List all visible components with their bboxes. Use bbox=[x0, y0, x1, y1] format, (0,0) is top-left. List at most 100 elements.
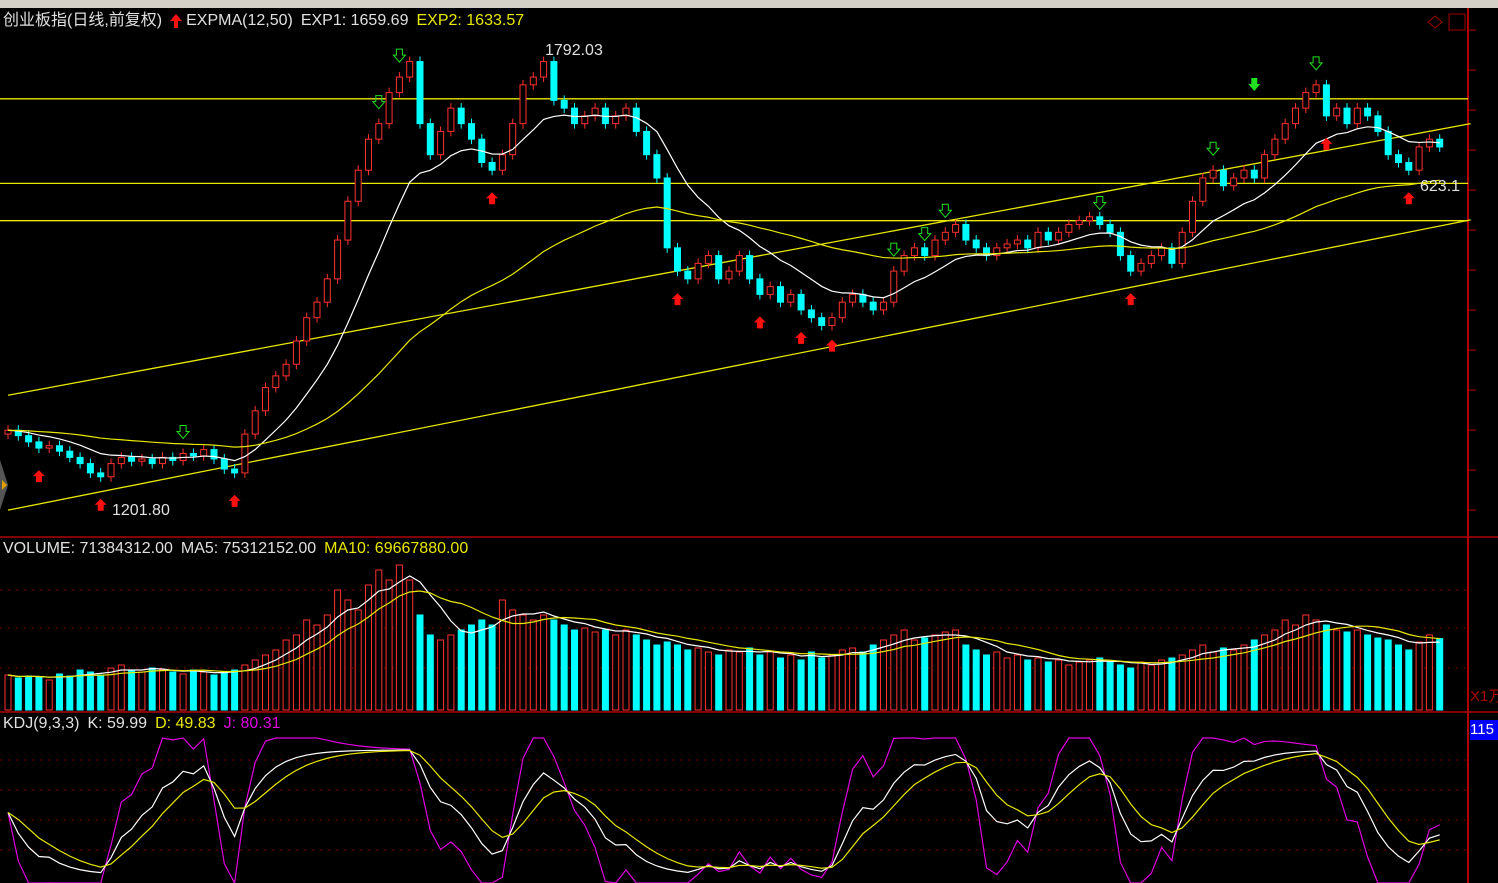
volume-bar bbox=[797, 659, 805, 711]
candle bbox=[189, 453, 197, 457]
volume-bar bbox=[890, 634, 898, 711]
candle bbox=[1106, 224, 1114, 233]
volume-bar bbox=[1240, 644, 1248, 711]
volume-bar bbox=[1312, 619, 1320, 711]
candle bbox=[117, 456, 125, 465]
volume-bar bbox=[457, 629, 465, 711]
candle bbox=[529, 76, 537, 86]
volume-bar bbox=[1302, 614, 1310, 711]
candle bbox=[849, 293, 857, 303]
volume-bar bbox=[97, 674, 105, 711]
candle bbox=[200, 449, 208, 457]
volume-bar bbox=[354, 609, 362, 711]
candle bbox=[581, 115, 589, 125]
volume-bar bbox=[643, 639, 651, 711]
volume-bar bbox=[560, 624, 568, 711]
candle bbox=[1044, 231, 1052, 241]
candle bbox=[1075, 220, 1083, 226]
buy-arrow-icon bbox=[1124, 293, 1137, 306]
volume-header: VOLUME: 71384312.00 MA5: 75312152.00 MA10:… bbox=[3, 540, 476, 558]
candle bbox=[1024, 239, 1032, 249]
volume-bar bbox=[972, 649, 980, 711]
candle bbox=[1168, 247, 1176, 264]
sell-arrow-icon bbox=[886, 242, 901, 257]
volume-bar bbox=[14, 677, 22, 711]
volume-bar bbox=[993, 651, 1001, 711]
candle bbox=[262, 387, 269, 412]
volume-bar bbox=[1116, 664, 1124, 711]
volume-bar bbox=[4, 674, 12, 711]
volume-bar bbox=[272, 649, 280, 711]
volume-bar bbox=[1395, 644, 1402, 711]
candle bbox=[1065, 224, 1073, 233]
candle bbox=[725, 270, 733, 280]
kdj-header: KDJ(9,3,3) K: 59.99 D: 49.83 J: 80.31 bbox=[3, 715, 289, 733]
volume-bar bbox=[66, 675, 74, 711]
candle bbox=[1055, 231, 1063, 241]
volume-bar bbox=[313, 624, 321, 711]
volume-bar bbox=[395, 564, 403, 711]
volume-bar bbox=[416, 614, 424, 711]
volume-bar bbox=[1044, 661, 1052, 711]
volume-bar bbox=[1147, 664, 1155, 711]
candle bbox=[1137, 262, 1145, 272]
candle bbox=[674, 247, 681, 272]
candle bbox=[1147, 255, 1155, 264]
volume-bar bbox=[1436, 638, 1444, 711]
candle bbox=[251, 410, 259, 435]
volume-bar bbox=[1384, 639, 1392, 711]
volume-bar bbox=[1137, 661, 1145, 711]
volume-bar bbox=[807, 651, 815, 711]
volume-bar bbox=[1013, 654, 1021, 711]
candle bbox=[76, 456, 84, 465]
volume-bar bbox=[601, 629, 609, 711]
candle bbox=[777, 286, 784, 303]
volume-bar bbox=[478, 619, 486, 711]
volume-bar bbox=[488, 624, 496, 711]
volume-bar bbox=[200, 671, 208, 711]
volume-bar bbox=[45, 679, 53, 711]
volume-bar bbox=[179, 673, 187, 711]
volume-bar bbox=[1096, 657, 1104, 711]
volume-bar bbox=[56, 673, 63, 711]
candle bbox=[910, 247, 918, 257]
candle bbox=[1199, 177, 1207, 202]
volume-bar bbox=[365, 584, 372, 711]
volume-bar bbox=[1415, 641, 1423, 711]
d-value: D: 49.83 bbox=[155, 715, 216, 732]
volume-bar bbox=[1055, 659, 1063, 711]
candle bbox=[25, 435, 33, 443]
volume-bar bbox=[509, 609, 517, 711]
volume-bar bbox=[1065, 664, 1073, 711]
volume-bar bbox=[1374, 637, 1382, 711]
kdj-j-line bbox=[7, 737, 1440, 883]
sell-arrow-icon bbox=[392, 48, 407, 63]
volume-bar bbox=[303, 619, 311, 711]
candle bbox=[1230, 177, 1238, 187]
candle bbox=[1034, 231, 1042, 249]
j-value: J: 80.31 bbox=[223, 715, 281, 732]
volume-bar bbox=[334, 589, 342, 711]
candle bbox=[323, 278, 331, 303]
candle bbox=[509, 123, 517, 156]
volume-bar bbox=[1003, 657, 1011, 711]
volume-bar bbox=[1168, 657, 1176, 711]
volume-bar bbox=[437, 639, 445, 711]
candle bbox=[1292, 107, 1299, 125]
candle bbox=[169, 456, 177, 461]
candle bbox=[1312, 84, 1320, 94]
candle bbox=[1302, 92, 1310, 109]
candle bbox=[220, 458, 228, 470]
candle bbox=[1096, 216, 1104, 226]
candle bbox=[900, 255, 908, 272]
candle bbox=[426, 123, 434, 156]
volume-bar bbox=[1261, 634, 1269, 711]
volume-bar bbox=[86, 671, 94, 711]
candle bbox=[1189, 200, 1196, 233]
volume-bar bbox=[344, 599, 352, 711]
candle bbox=[1281, 123, 1289, 140]
candle bbox=[457, 107, 465, 125]
candle bbox=[952, 224, 960, 233]
trend-line bbox=[7, 219, 1471, 511]
